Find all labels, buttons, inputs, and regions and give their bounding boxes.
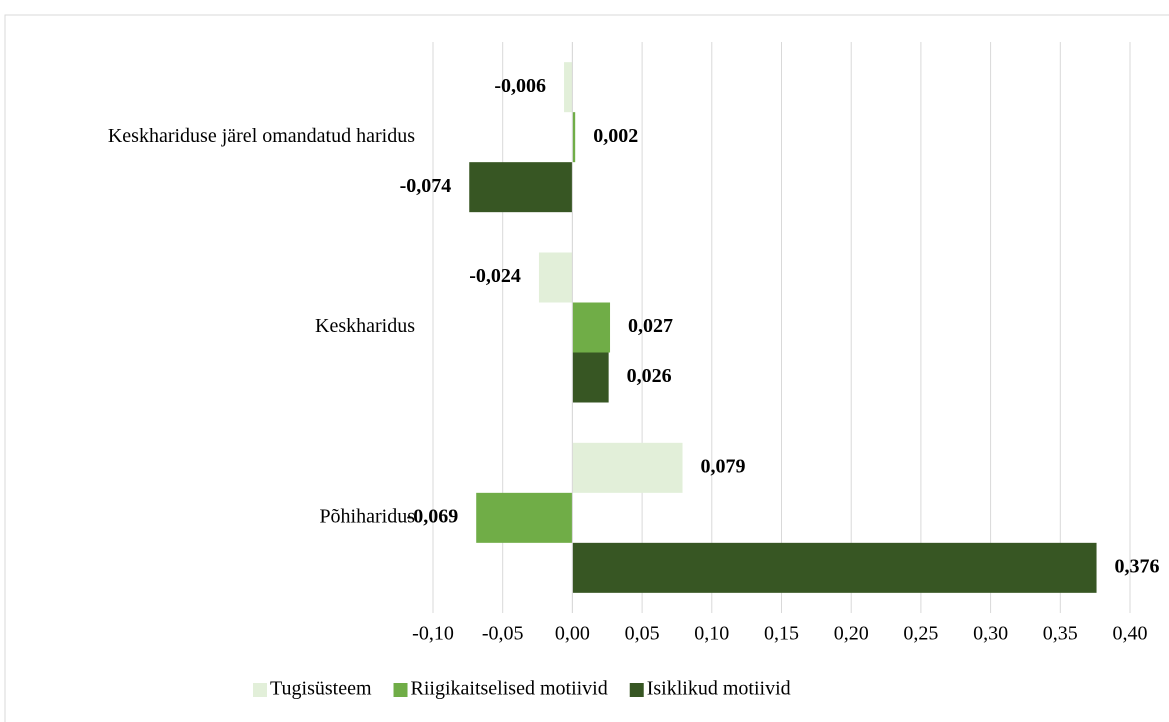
data-label: 0,027 <box>628 315 673 337</box>
legend-label: Riigikaitselised motiivid <box>411 678 608 700</box>
x-tick-label: 0,20 <box>834 623 869 645</box>
legend-label: Tugisüsteem <box>270 678 372 700</box>
x-tick-label: -0,10 <box>412 623 454 645</box>
data-label: -0,069 <box>407 505 459 527</box>
bar <box>572 542 1097 593</box>
bar <box>469 162 573 213</box>
chart-frame <box>4 14 1169 722</box>
x-tick-label: 0,30 <box>973 623 1008 645</box>
bar <box>572 352 609 403</box>
x-tick-label: 0,15 <box>764 623 799 645</box>
data-label: -0,006 <box>494 75 546 97</box>
legend-swatch <box>393 683 408 697</box>
legend-swatch <box>629 683 644 697</box>
bar <box>476 492 573 543</box>
bar <box>564 62 573 113</box>
bar <box>572 302 611 353</box>
bar <box>572 442 683 493</box>
bar <box>572 112 576 163</box>
x-tick-label: 0,10 <box>694 623 729 645</box>
y-tick-label: Keskhariduse järel omandatud haridus <box>108 125 415 147</box>
x-tick-label: 0,25 <box>903 623 938 645</box>
y-tick-label: Põhiharidus <box>319 505 415 527</box>
x-tick-label: 0,05 <box>625 623 660 645</box>
legend-swatch <box>253 683 267 697</box>
x-tick-label: 0,40 <box>1113 623 1148 645</box>
data-label: 0,026 <box>627 365 672 387</box>
legend-label: Isiklikud motiivid <box>647 678 791 700</box>
x-tick-label: -0,05 <box>482 623 524 645</box>
x-tick-label: 0,00 <box>555 623 590 645</box>
data-label: -0,074 <box>400 175 452 197</box>
data-label: -0,024 <box>469 265 521 287</box>
data-label: 0,002 <box>593 125 638 147</box>
x-tick-label: 0,35 <box>1043 623 1078 645</box>
data-label: 0,376 <box>1115 555 1160 577</box>
y-tick-label: Keskharidus <box>315 315 415 337</box>
data-label: 0,079 <box>701 455 746 477</box>
bar <box>538 252 573 303</box>
